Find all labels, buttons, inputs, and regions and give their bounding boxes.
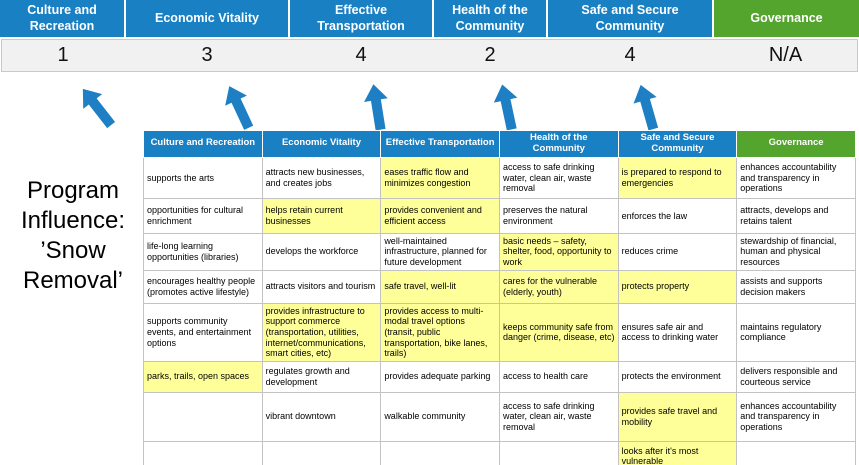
- matrix-cell: walkable community: [380, 391, 500, 442]
- matrix-cell: attracts, develops and retains talent: [736, 197, 856, 234]
- category-header-governance: Governance: [714, 0, 859, 37]
- matrix-cell: attracts visitors and tourism: [261, 269, 382, 304]
- category-header-economic-vitality: Economic Vitality: [126, 0, 288, 37]
- matrix-cell: delivers responsible and courteous servi…: [736, 360, 856, 393]
- matrix-cell: vibrant downtown: [261, 391, 382, 442]
- matrix-cell: regulates growth and development: [261, 360, 382, 393]
- title-line: Program: [26, 177, 120, 204]
- matrix-cell: maintains regulatory compliance: [736, 302, 856, 362]
- matrix-cell: opportunities for cultural enrichment: [143, 197, 263, 234]
- matrix-cell: enforces the law: [617, 197, 738, 234]
- matrix-header-effective-transportation: Effective Transportation: [380, 130, 500, 158]
- matrix-head: Culture and Recreation Economic Vitality E…: [143, 130, 856, 158]
- score-row: 1 3 4 2 4 N/A: [1, 39, 858, 72]
- up-arrow-icon: [73, 81, 122, 133]
- matrix-cell: protects property: [617, 269, 738, 304]
- matrix-cell: [261, 440, 382, 465]
- matrix-cell: supports the arts: [143, 156, 263, 199]
- matrix-cell: well-maintained infrastructure, planned …: [380, 232, 500, 271]
- matrix-cell: looks after it's most vulnerable: [617, 440, 738, 465]
- matrix-cell: eases traffic flow and minimizes congest…: [380, 156, 500, 199]
- matrix-cell: access to safe drinking water, clean air…: [498, 156, 619, 199]
- matrix-header-economic-vitality: Economic Vitality: [261, 130, 382, 158]
- score-effective-transportation: 4: [355, 44, 367, 66]
- matrix-cell: provides convenient and efficient access: [380, 197, 500, 234]
- matrix-cell: access to health care: [498, 360, 619, 393]
- table-row: opportunities for cultural enrichment hel…: [143, 197, 856, 234]
- program-influence-title: Program Influence: ’Snow Removal’: [0, 176, 146, 296]
- up-arrow-icon: [490, 82, 525, 132]
- score-safe-and-secure-community: 4: [624, 44, 636, 66]
- matrix-cell: safe travel, well-lit: [380, 269, 500, 304]
- table-row: parks, trails, open spaces regulates grow…: [143, 360, 856, 393]
- matrix-cell: cares for the vulnerable (elderly, youth…: [498, 269, 619, 304]
- matrix-cell: [498, 440, 619, 465]
- category-banner: Culture and Recreation Economic Vitality E…: [0, 0, 859, 37]
- matrix-cell: life-long learning opportunities (librar…: [143, 232, 263, 271]
- table-row: looks after it's most vulnerable: [143, 440, 856, 465]
- score-economic-vitality: 3: [201, 44, 213, 66]
- matrix-header-culture-and-recreation: Culture and Recreation: [143, 130, 263, 158]
- score-health-of-the-community: 2: [484, 44, 496, 66]
- table-row: encourages healthy people (promotes acti…: [143, 269, 856, 304]
- matrix-body: supports the arts attracts new businesses…: [143, 156, 856, 465]
- score-governance: N/A: [768, 44, 803, 66]
- category-header-safe-and-secure-community: Safe and Secure Community: [548, 0, 712, 37]
- matrix-header-safe-and-secure-community: Safe and Secure Community: [617, 130, 738, 158]
- matrix-cell: provides adequate parking: [380, 360, 500, 393]
- matrix-cell: provides safe travel and mobility: [617, 391, 738, 442]
- matrix-cell: stewardship of financial, human and phys…: [736, 232, 856, 271]
- up-arrow-icon: [217, 81, 260, 134]
- matrix-cell: protects the environment: [617, 360, 738, 393]
- matrix-cell: enhances accountability and transparency…: [736, 391, 856, 442]
- matrix-cell: reduces crime: [617, 232, 738, 271]
- category-header-culture-and-recreation: Culture and Recreation: [0, 0, 124, 37]
- up-arrow-icon: [361, 82, 394, 132]
- matrix-cell: provides infrastructure to support comme…: [261, 302, 382, 362]
- matrix-cell: assists and supports decision makers: [736, 269, 856, 304]
- matrix-cell: encourages healthy people (promotes acti…: [143, 269, 263, 304]
- matrix-cell: [380, 440, 500, 465]
- matrix-cell: keeps community safe from danger (crime,…: [498, 302, 619, 362]
- title-line: Removal’: [22, 267, 124, 294]
- title-line: ’Snow: [40, 237, 106, 264]
- category-header-health-of-the-community: Health of the Community: [434, 0, 546, 37]
- matrix-cell: basic needs – safety, shelter, food, opp…: [498, 232, 619, 271]
- matrix-cell: is prepared to respond to emergencies: [617, 156, 738, 199]
- table-row: supports community events, and entertain…: [143, 302, 856, 362]
- matrix-cell: parks, trails, open spaces: [143, 360, 263, 393]
- matrix-header-governance: Governance: [736, 130, 856, 158]
- table-row: supports the arts attracts new businesses…: [143, 156, 856, 199]
- matrix-cell: [736, 440, 856, 465]
- matrix-header-health-of-the-community: Health of the Community: [498, 130, 619, 158]
- matrix-cell: provides access to multi-modal travel op…: [380, 302, 500, 362]
- title-line: Influence:: [20, 207, 126, 234]
- category-header-effective-transportation: Effective Transportation: [290, 0, 432, 37]
- matrix-cell: [143, 391, 263, 442]
- score-culture-and-recreation: 1: [57, 44, 69, 66]
- matrix-cell: access to safe drinking water, clean air…: [498, 391, 619, 442]
- matrix-cell: ensures safe air and access to drinking …: [617, 302, 738, 362]
- matrix-cell: preserves the natural environment: [498, 197, 619, 234]
- matrix-cell: helps retain current businesses: [261, 197, 382, 234]
- up-arrow-icon: [628, 81, 666, 132]
- matrix-cell: develops the workforce: [261, 232, 382, 271]
- matrix-cell: attracts new businesses, and creates job…: [261, 156, 382, 199]
- influence-matrix: Culture and Recreation Economic Vitality E…: [143, 130, 856, 465]
- matrix-header-row: Culture and Recreation Economic Vitality E…: [143, 130, 856, 158]
- table-row: life-long learning opportunities (librar…: [143, 232, 856, 271]
- matrix-cell: supports community events, and entertain…: [143, 302, 263, 362]
- matrix-cell: enhances accountability and transparency…: [736, 156, 856, 199]
- matrix-cell: [143, 440, 263, 465]
- table-row: vibrant downtown walkable community access…: [143, 391, 856, 442]
